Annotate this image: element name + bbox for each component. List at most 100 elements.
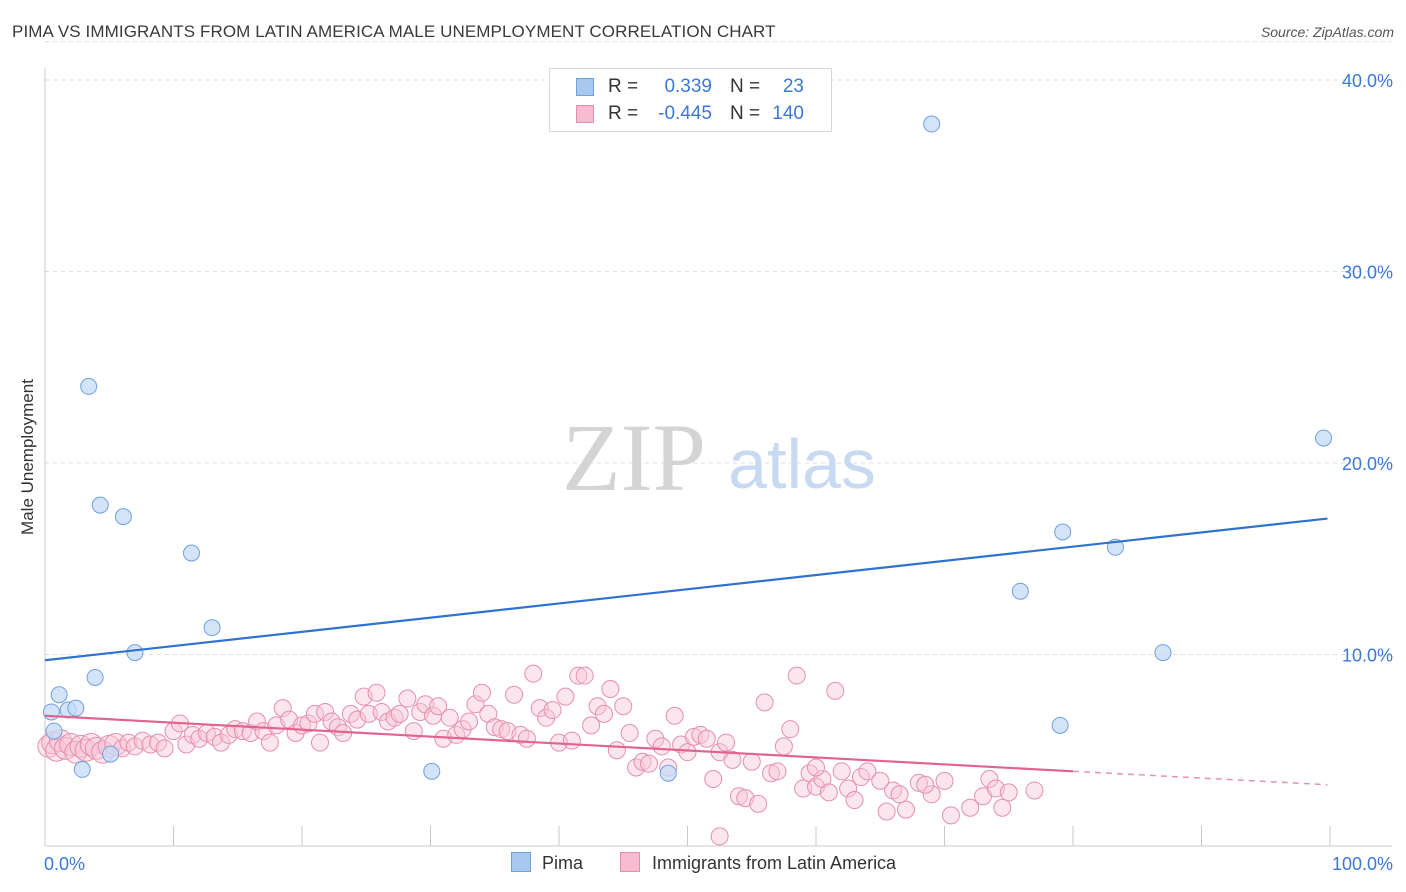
chart-title: PIMA VS IMMIGRANTS FROM LATIN AMERICA MA… <box>12 22 776 41</box>
immigrants-point <box>961 798 980 817</box>
immigrants-point <box>755 693 774 712</box>
pima-point <box>1154 644 1172 662</box>
immigrants-point <box>517 729 536 748</box>
immigrants-point <box>398 689 417 708</box>
x-tick-label: 100.0% <box>1332 854 1393 874</box>
legend-r-value: 0.339 <box>664 76 712 97</box>
immigrants-point <box>916 775 935 794</box>
immigrants-point <box>537 708 556 727</box>
immigrants-point <box>845 791 864 810</box>
immigrants-point <box>212 733 231 752</box>
immigrants-point <box>472 683 491 702</box>
immigrants-point <box>768 762 787 781</box>
legend-row-pima: R = 0.339 N = 23 <box>550 74 831 100</box>
immigrants-point <box>832 762 851 781</box>
y-tick-label: 30.0% <box>1342 263 1393 283</box>
immigrants-point <box>839 779 858 798</box>
immigrants-point <box>922 785 941 804</box>
immigrants-point <box>704 769 723 788</box>
immigrants-point <box>45 738 69 762</box>
immigrants-point <box>742 752 761 771</box>
immigrants-point <box>607 741 626 760</box>
immigrants-point <box>390 704 409 723</box>
watermark-atlas: atlas <box>728 425 876 503</box>
immigrants-point <box>723 750 742 769</box>
immigrants-point <box>652 737 671 756</box>
source-label: Source: ZipAtlas.com <box>1260 24 1394 40</box>
immigrants-point <box>762 764 781 783</box>
immigrants-point <box>858 762 877 781</box>
pima-point <box>423 762 441 780</box>
immigrants-point <box>155 739 174 758</box>
immigrants-point <box>819 783 838 802</box>
bottom-legend-swatch-pima <box>511 852 531 872</box>
pima-point <box>42 703 60 721</box>
pima-point <box>86 668 104 686</box>
immigrants-point <box>980 769 999 788</box>
legend-r-label: R = <box>608 103 639 124</box>
pima-point <box>1315 429 1333 447</box>
legend-r-label: R = <box>608 76 639 97</box>
legend-r-value: -0.445 <box>658 103 712 124</box>
series-pima <box>42 115 1333 782</box>
pima-point <box>80 377 98 395</box>
immigrants-point <box>826 681 845 700</box>
legend-n-value: 140 <box>772 103 804 124</box>
watermark: ZIP atlas <box>562 404 876 511</box>
tick-label-layer: 10.0% 20.0% 30.0% 40.0% 0.0% 100.0% <box>44 71 1393 874</box>
immigrants-point <box>710 827 729 846</box>
immigrants-point <box>909 773 928 792</box>
pima-point <box>67 699 85 717</box>
bottom-legend-swatch-immigrants <box>620 852 640 872</box>
immigrants-point <box>717 733 736 752</box>
immigrants-point <box>569 666 588 685</box>
immigrants-trend-line <box>44 714 1074 773</box>
pima-point <box>102 745 120 763</box>
y-tick-label: 20.0% <box>1342 454 1393 474</box>
immigrants-point <box>310 733 329 752</box>
pima-point <box>1051 716 1069 734</box>
immigrants-point <box>273 699 292 718</box>
immigrants-point <box>614 697 633 716</box>
immigrants-point <box>896 800 915 819</box>
pima-point <box>203 619 221 637</box>
legend-n-value: 23 <box>782 76 804 97</box>
immigrants-point <box>774 737 793 756</box>
pima-point <box>126 644 144 662</box>
immigrants-point <box>678 743 697 762</box>
pima-point <box>73 760 91 778</box>
pima-point <box>91 496 109 514</box>
immigrants-point <box>935 771 954 790</box>
immigrants-point <box>562 731 581 750</box>
immigrants-point <box>999 783 1018 802</box>
pima-point <box>45 722 63 740</box>
immigrants-point <box>440 708 459 727</box>
immigrants-point <box>299 714 318 733</box>
immigrants-point <box>367 683 386 702</box>
immigrants-point <box>1025 781 1044 800</box>
immigrants-point <box>556 687 575 706</box>
immigrants-point <box>871 771 890 790</box>
immigrants-point <box>807 758 825 777</box>
legend-n-label: N = <box>730 76 761 97</box>
immigrants-point <box>639 754 658 773</box>
immigrants-point <box>543 701 562 720</box>
immigrants-point <box>582 716 601 735</box>
immigrants-point <box>620 724 639 743</box>
immigrants-point <box>460 712 479 731</box>
immigrants-point <box>601 679 620 698</box>
immigrants-point <box>877 802 896 821</box>
grid-layer <box>45 41 1392 655</box>
correlation-legend: R = 0.339 N = 23 R = -0.445 N = 140 <box>549 68 832 132</box>
watermark-zip: ZIP <box>562 404 706 511</box>
pima-point <box>659 764 677 782</box>
immigrants-point <box>505 685 524 704</box>
immigrants-point <box>665 706 684 725</box>
immigrants-point <box>524 664 543 683</box>
immigrants-point <box>781 720 800 739</box>
pima-point <box>1011 582 1029 600</box>
immigrants-point <box>575 666 594 685</box>
trend-layer <box>44 517 1328 786</box>
immigrants-point <box>787 666 806 685</box>
